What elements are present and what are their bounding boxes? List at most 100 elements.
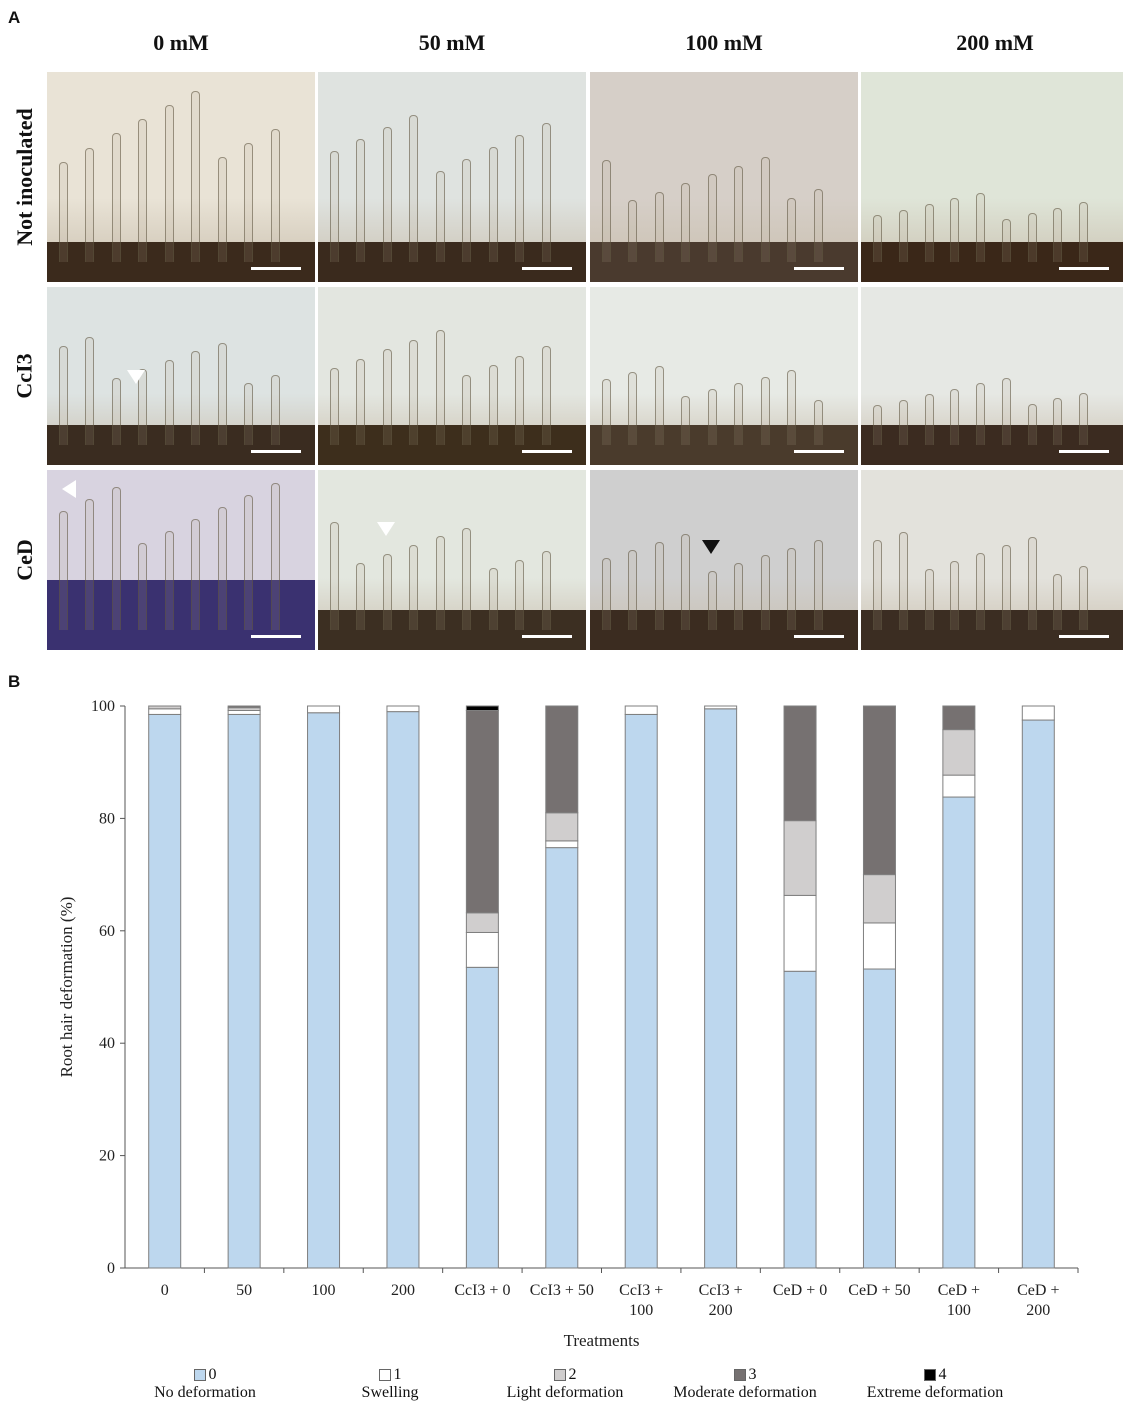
legend-key-4: 4 xyxy=(938,1366,947,1383)
root-hair xyxy=(138,543,148,630)
root-hair xyxy=(217,507,227,630)
root-hair xyxy=(1001,219,1011,262)
arrowhead-black-ced-100mm xyxy=(702,540,720,554)
root-hair xyxy=(515,560,525,630)
stacked-bar-chart: 0 20 40 60 80 100 Root hair deformation (%) 0 50… xyxy=(57,698,1079,1350)
root-tissue xyxy=(318,425,586,465)
root-hair xyxy=(760,377,770,445)
root-hair xyxy=(1053,208,1063,262)
bar-segment-3 xyxy=(942,705,976,731)
bar-segment-1 xyxy=(227,709,261,715)
legend-item-4: 4 Extreme deformation xyxy=(845,1366,1025,1402)
bar-segment-1 xyxy=(307,705,341,714)
scale-bar xyxy=(522,635,572,638)
root-hair xyxy=(382,349,392,445)
root-hair xyxy=(654,542,664,630)
root-hair xyxy=(356,563,366,630)
bar-segment-1 xyxy=(386,705,420,713)
legend-key-2: 2 xyxy=(568,1366,577,1383)
micrograph-r1-c4 xyxy=(861,72,1123,282)
legend-label-4: Extreme deformation xyxy=(866,1384,1004,1401)
root-hair xyxy=(654,366,664,445)
root-hair xyxy=(164,105,174,262)
root-hair xyxy=(488,147,498,262)
y-tick-label: 60 xyxy=(99,923,115,940)
bar-segment-1 xyxy=(148,708,182,715)
bar-segment-0 xyxy=(942,796,976,1269)
bar-segment-2 xyxy=(783,820,817,896)
micrograph-r2-c4 xyxy=(861,287,1123,465)
x-tick-label: CeD + xyxy=(1017,1282,1059,1299)
row-header-cci3: CcI3 xyxy=(12,353,37,399)
x-tick-label: CcI3 + xyxy=(699,1282,743,1299)
legend-swatch-3 xyxy=(733,1369,746,1382)
root-hair xyxy=(681,396,691,445)
root-hair xyxy=(270,129,280,262)
legend-key-3: 3 xyxy=(748,1366,757,1383)
root-tissue xyxy=(47,580,315,650)
root-hair xyxy=(435,171,445,262)
bar-segment-1 xyxy=(545,840,579,849)
bar-segment-2 xyxy=(148,705,182,710)
micrograph-r3-c1 xyxy=(47,470,315,650)
y-tick-label: 20 xyxy=(99,1148,115,1165)
root-tissue xyxy=(590,242,858,282)
x-axis-title: Treatments xyxy=(564,1331,640,1350)
bar-segment-0 xyxy=(227,713,261,1269)
x-tick-label: CeD + 0 xyxy=(773,1282,827,1299)
column-header-0mm: 0 mM xyxy=(153,30,209,55)
root-hair xyxy=(191,519,201,630)
arrowhead-white-ced-0mm xyxy=(62,480,76,498)
root-hair xyxy=(734,166,744,262)
root-hair xyxy=(1079,202,1089,262)
root-hair xyxy=(217,157,227,262)
root-hair xyxy=(924,204,934,262)
bar-segment-0 xyxy=(704,708,738,1269)
bar-segment-3 xyxy=(227,705,261,709)
root-hair xyxy=(515,135,525,262)
micrograph-r3-c2 xyxy=(318,470,586,650)
root-hair xyxy=(330,522,339,630)
x-tick-label: CcI3 + xyxy=(619,1282,663,1299)
root-hair xyxy=(873,405,882,445)
y-tick-label: 0 xyxy=(107,1260,115,1277)
root-hair xyxy=(462,159,472,262)
root-tissue xyxy=(47,242,315,282)
y-tick-label: 100 xyxy=(91,698,115,715)
legend-key-1: 1 xyxy=(393,1366,402,1383)
root-hair xyxy=(244,383,254,445)
root-hair xyxy=(409,545,419,630)
bar-segment-3 xyxy=(862,705,896,876)
root-hair xyxy=(734,383,744,445)
column-header-100mm: 100 mM xyxy=(685,30,763,55)
bar-segment-1 xyxy=(465,931,499,968)
root-hair xyxy=(976,193,986,262)
panel-label-b: B xyxy=(8,672,21,691)
legend-item-3: 3 Moderate deformation xyxy=(655,1366,835,1402)
bar-segment-2 xyxy=(942,729,976,776)
root-hair xyxy=(1053,574,1063,630)
root-hair xyxy=(628,550,638,630)
panel-label-a: A xyxy=(8,8,21,27)
root-hair xyxy=(330,151,339,262)
root-hair xyxy=(1001,545,1011,630)
x-tick-label: 100 xyxy=(312,1282,336,1299)
root-hair xyxy=(217,343,227,445)
bar-segment-2 xyxy=(862,874,896,924)
root-hair xyxy=(409,340,419,445)
root-hair xyxy=(707,571,717,630)
root-hair xyxy=(602,558,611,630)
bar-segment-1 xyxy=(704,705,738,710)
root-hair xyxy=(85,337,95,445)
root-hair xyxy=(270,483,280,630)
scale-bar xyxy=(1059,635,1109,638)
root-hair xyxy=(356,359,366,445)
legend-swatch-4 xyxy=(923,1369,936,1382)
bar-segment-4 xyxy=(465,705,499,711)
root-hair xyxy=(924,394,934,445)
legend-label-2: Light deformation xyxy=(506,1384,624,1401)
root-hair xyxy=(382,554,392,630)
root-hair xyxy=(270,375,280,445)
legend-key-0: 0 xyxy=(208,1366,217,1383)
root-hair xyxy=(898,210,908,262)
